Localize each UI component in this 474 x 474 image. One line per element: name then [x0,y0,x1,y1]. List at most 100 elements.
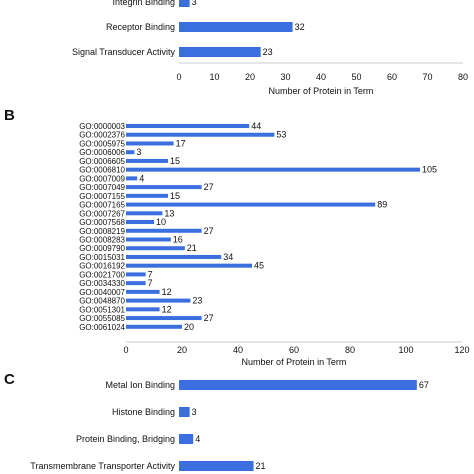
panel-b-bar [126,272,146,277]
panel-c-bar [179,434,194,444]
panel-b-category-label: GO:0051301 [79,305,125,314]
panel-b-bar [126,324,182,329]
panel-b-category-label: GO:0016192 [79,262,125,271]
panel-a-x-tick-label: 20 [245,72,255,82]
panel-b-bar [126,141,174,146]
panel-b-data-label: 34 [223,252,233,262]
panel-b-data-label: 45 [254,261,264,271]
panel-b-x-axis-title: Number of Protein in Term [242,357,347,367]
panel-c-category-label: Histone Binding [112,407,175,417]
panel-c-bar [179,380,417,390]
panel-b-data-label: 105 [422,165,437,175]
panel-b-bar [126,254,222,259]
panel-b-data-label: 17 [176,138,186,148]
panel-b-category-label: GO:0015031 [79,253,125,262]
panel-c-label: C [4,371,15,388]
panel-b-bar [126,298,191,303]
panel-a-x-axis-title: Number of Protein in Term [269,86,374,96]
panel-a-x-tick-label: 30 [280,72,290,82]
panel-b-bar [126,289,160,294]
panel-b-category-label: GO:0006006 [79,148,125,157]
panel-b-data-label: 12 [162,304,172,314]
panel-b-data-label: 4 [139,173,144,183]
panel-a-x-tick-label: 80 [458,72,468,82]
panel-b-bar [126,237,171,242]
panel-b-data-label: 21 [187,243,197,253]
panel-b-bar [126,193,168,198]
panel-b-bar [126,150,135,155]
panel-c-data-label: 21 [256,461,266,471]
panel-a-data-label: 23 [263,47,273,57]
panel-b-data-label: 23 [192,296,202,306]
panel-a-x-tick-label: 0 [176,72,181,82]
panel-b-bar [126,220,154,225]
panel-b-data-label: 89 [377,200,387,210]
panel-b-category-label: GO:0007267 [79,209,125,218]
panel-c-category-label: Protein Binding, Bridging [76,434,175,444]
panel-b-category-label: GO:0008283 [79,235,125,244]
panel-b-x-tick-label: 120 [454,345,469,355]
panel-b-x-tick-label: 60 [289,345,299,355]
panel-b-category-label: GO:0006810 [79,166,125,175]
panel-a-x-tick-label: 10 [209,72,219,82]
panel-b-bar [126,185,202,190]
panel-b-category-label: GO:0008219 [79,227,125,236]
panel-b-data-label: 12 [162,287,172,297]
panel-b-bar [126,158,168,163]
panel-b-category-label: GO:0007165 [79,201,125,210]
panel-b-category-label: GO:0034330 [79,279,125,288]
panel-b-data-label: 16 [173,234,183,244]
panel-c-data-label: 4 [195,434,200,444]
panel-b-data-label: 15 [170,156,180,166]
panel-a-x-tick-label: 50 [351,72,361,82]
panel-c-category-label: Metal Ion Binding [105,380,175,390]
panel-b-data-label: 53 [276,130,286,140]
panel-b-category-label: GO:0021700 [79,270,125,279]
panel-b-data-label: 27 [204,226,214,236]
panel-b-x-tick-label: 20 [177,345,187,355]
panel-b-category-label: GO:0006605 [79,157,125,166]
panel-b-category-label: GO:0007009 [79,174,125,183]
panel-b-x-tick-label: 80 [345,345,355,355]
panel-b-data-label: 44 [251,121,261,131]
panel-c-category-label: Transmembrane Transporter Activity [30,461,175,471]
panel-b-bar [126,202,376,207]
panel-b-bar [126,228,202,233]
panel-b-category-label: GO:0002376 [79,131,125,140]
panel-b-category-label: GO:0000003 [79,122,125,131]
panel-b-category-label: GO:0007568 [79,218,125,227]
panel-c-bar [179,461,254,471]
panel-a-category-label: Signal Transducer Activity [72,47,176,57]
panel-b-x-tick-label: 0 [123,345,128,355]
panel-b-data-label: 10 [156,217,166,227]
panel-a-bar [179,0,190,7]
panel-a-x-tick-label: 40 [316,72,326,82]
panel-a-x-tick-label: 70 [422,72,432,82]
panel-c-bar [179,407,190,417]
panel-b-category-label: GO:0055085 [79,314,125,323]
panel-b-data-label: 27 [204,182,214,192]
panel-c-data-label: 67 [419,380,429,390]
panel-a-x-tick-label: 60 [387,72,397,82]
panel-b-bar [126,263,252,268]
panel-c-data-label: 3 [192,407,197,417]
panel-a-bar [179,47,261,57]
panel-b-bar [126,176,138,181]
panel-b-bar [126,167,420,172]
panel-b-category-label: GO:0040007 [79,288,125,297]
panel-b-x-tick-label: 40 [233,345,243,355]
panel-b-bar [126,132,275,137]
panel-b-category-label: GO:0048870 [79,297,125,306]
panel-b-data-label: 20 [184,322,194,332]
panel-b-category-label: GO:0061024 [79,323,125,332]
panel-a-data-label: 3 [192,0,197,7]
panel-b-bar [126,316,202,321]
panel-b-bar [126,281,146,286]
panel-b-x-tick-label: 100 [398,345,413,355]
panel-b-bar [126,307,160,312]
panel-b-category-label: GO:0009790 [79,244,125,253]
panel-b-category-label: GO:0007049 [79,183,125,192]
panel-b-category-label: GO:0005975 [79,139,125,148]
panel-b-label: B [4,107,15,124]
